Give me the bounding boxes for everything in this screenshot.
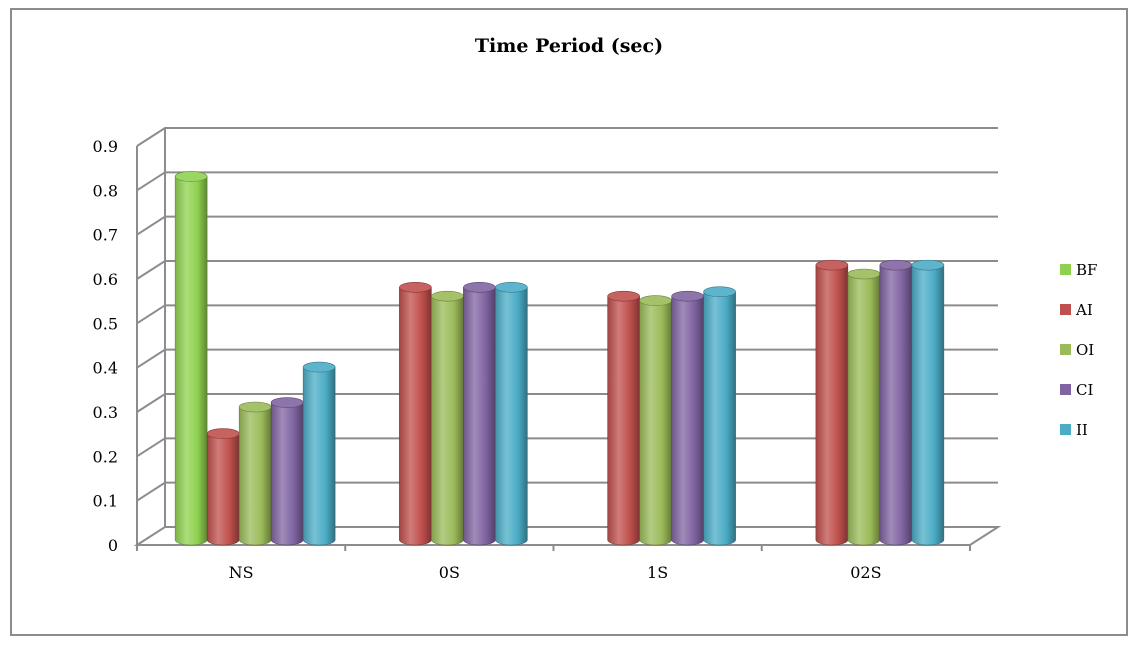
legend-swatch [1060,344,1071,355]
bar-AI-0S [399,281,432,546]
bar-II-NS [302,361,336,546]
legend-swatch [1060,264,1071,275]
y-tick-label: 0.3 [93,403,118,422]
legend-label: OI [1076,341,1094,359]
bar-AI-1S [607,290,640,546]
legend: BF AI OI CI II [1060,261,1097,439]
y-tick-label: 0.4 [93,359,118,378]
x-tick-label: NS [229,563,254,582]
x-tick-label: 02S [850,563,881,582]
bar-II-02S [911,259,945,546]
legend-swatch [1060,424,1071,435]
x-tick-label: 0S [439,563,460,582]
gridline [136,171,998,192]
bar-II-1S [703,286,736,546]
bar-AI-NS [206,428,240,546]
bar-II-0S [495,281,528,546]
bars [174,171,945,546]
bar-OI-0S [431,290,464,546]
chart-title: Time Period (sec) [475,35,663,57]
y-tick-label: 0.2 [93,447,118,466]
bar-CI-1S [671,290,704,546]
x-axis: NS 0S 1S 02S [136,544,971,582]
y-axis: 0 0.1 0.2 0.3 0.4 0.5 0.6 0.7 0.8 0.9 [93,137,138,555]
bar-OI-02S [847,268,881,546]
bar-AI-02S [815,259,849,546]
bar-CI-NS [270,397,304,546]
y-tick-label: 0.7 [93,226,118,245]
legend-label: II [1076,421,1088,439]
y-tick-label: 0.9 [93,137,118,156]
legend-label: BF [1076,261,1097,279]
legend-swatch [1060,384,1071,395]
y-tick-label: 0.8 [93,181,118,200]
x-tick-label: 1S [647,563,668,582]
gridline [136,215,998,236]
legend-label: AI [1075,301,1093,319]
y-tick-label: 0.1 [93,492,118,511]
y-tick-label: 0.5 [93,314,118,333]
legend-swatch [1060,304,1071,315]
bar-OI-NS [238,401,272,546]
bar-OI-1S [639,295,672,546]
y-tick-label: 0.6 [93,270,118,289]
y-tick-label: 0 [108,536,118,555]
gridline [136,260,998,280]
bar-BF-NS [174,171,208,546]
bar-CI-02S [879,259,913,546]
bar-CI-0S [463,281,496,546]
gridline [136,127,998,147]
legend-label: CI [1076,381,1093,399]
